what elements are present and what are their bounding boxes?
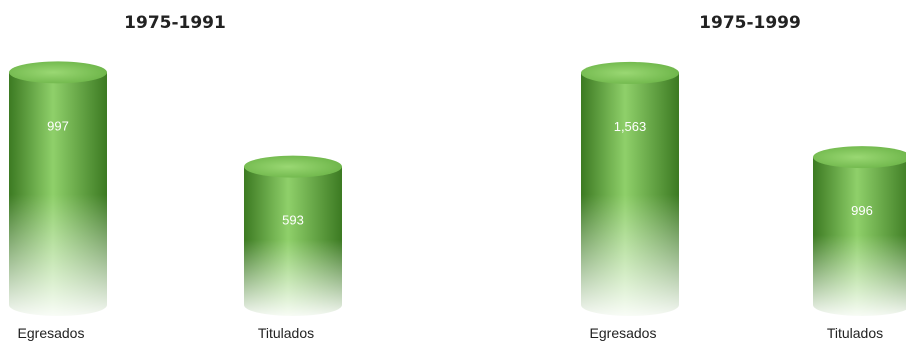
bar-fade	[580, 60, 680, 318]
bar-titulados: 996	[812, 145, 906, 318]
chart-2: 1975-1999 1,563 Egresados 996 Titulados	[580, 13, 906, 341]
category-label: Titulados	[827, 325, 883, 341]
chart-title: 1975-1999	[699, 13, 801, 33]
chart-title: 1975-1991	[124, 13, 226, 33]
bar-egresados: 997	[8, 60, 108, 318]
data-label: 997	[47, 118, 69, 133]
category-label: Titulados	[258, 325, 314, 341]
data-label: 1,563	[614, 119, 647, 134]
bar-egresados: 1,563	[580, 60, 680, 318]
chart-1: 1975-1991 997 Egresados 593 Titulados	[8, 13, 343, 341]
bar-fade	[243, 154, 343, 318]
data-label: 996	[851, 203, 873, 218]
bar-fade	[8, 60, 108, 318]
bar-titulados: 593	[243, 154, 343, 318]
category-label: Egresados	[18, 325, 85, 341]
data-label: 593	[282, 213, 304, 228]
bar-fade	[812, 145, 906, 318]
category-label: Egresados	[590, 325, 657, 341]
